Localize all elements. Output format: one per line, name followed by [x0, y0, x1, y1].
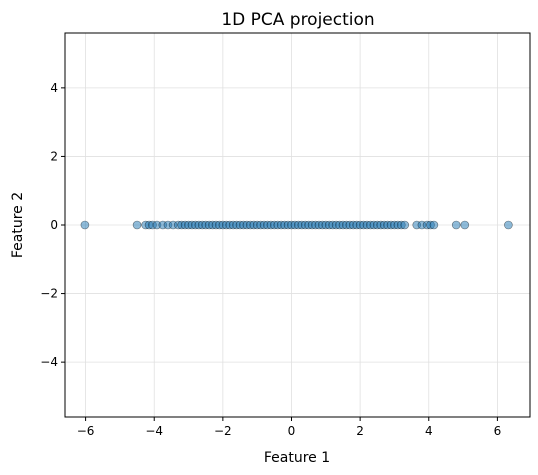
chart-title: 1D PCA projection — [221, 10, 374, 30]
y-tick-label: 4 — [50, 81, 58, 95]
data-point — [400, 220, 410, 230]
x-tick-label: 4 — [425, 424, 433, 438]
data-point — [80, 220, 90, 230]
y-tick-label: 0 — [50, 218, 58, 232]
data-point — [460, 220, 470, 230]
x-tick-label: 6 — [494, 424, 502, 438]
x-tick-label: 0 — [288, 424, 296, 438]
x-tick-label: −6 — [77, 424, 95, 438]
data-point — [429, 220, 439, 230]
data-points — [80, 220, 513, 230]
data-point — [504, 220, 513, 230]
y-tick-label: −2 — [40, 287, 58, 301]
x-tick-label: 2 — [356, 424, 364, 438]
x-tick-label: −2 — [214, 424, 232, 438]
data-point — [132, 220, 142, 230]
y-tick-label: −4 — [40, 355, 58, 369]
y-axis-ticks: −4 −2 0 2 4 — [40, 81, 65, 369]
x-axis-ticks: −6 −4 −2 0 2 4 6 — [77, 417, 501, 438]
data-point — [451, 220, 461, 230]
x-tick-label: −4 — [145, 424, 163, 438]
x-axis-label: Feature 1 — [264, 450, 330, 466]
y-axis-label: Feature 2 — [10, 192, 26, 258]
y-tick-label: 2 — [50, 149, 58, 163]
